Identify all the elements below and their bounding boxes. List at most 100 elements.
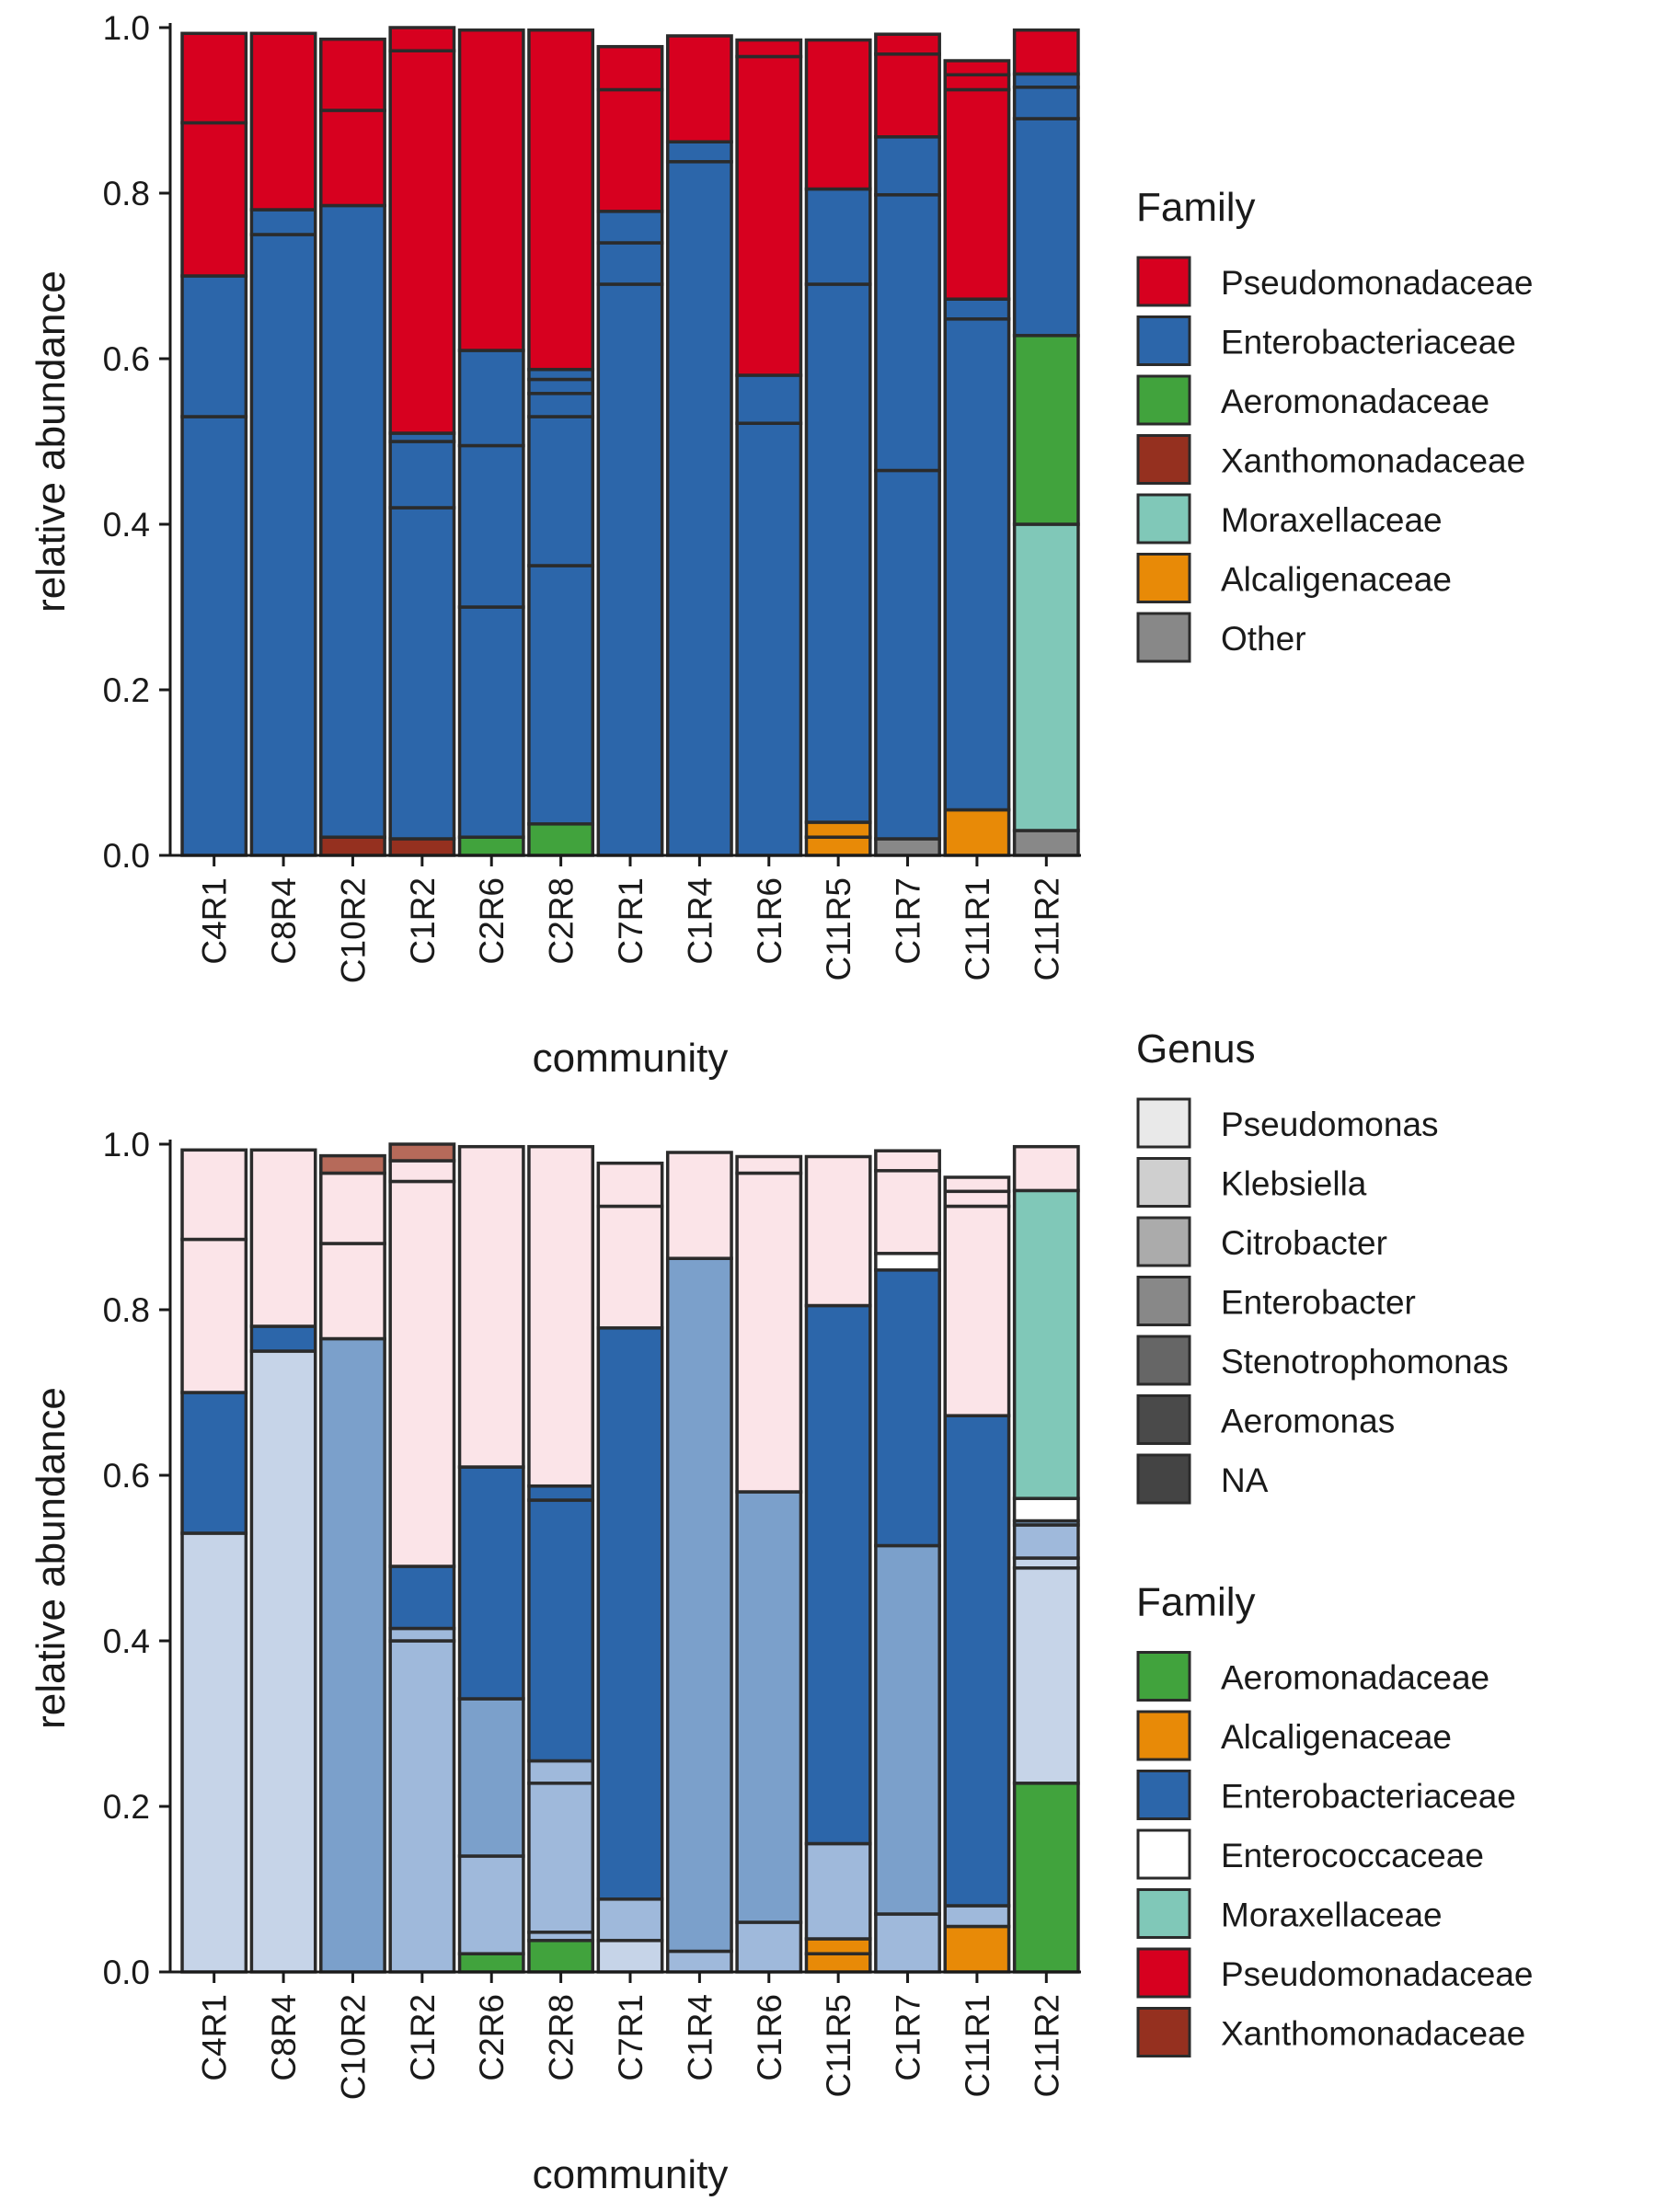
bar-stack-C1R7 <box>874 32 941 857</box>
bar-stack-C1R6 <box>735 38 803 857</box>
x-tick-label: C2R8 <box>543 1994 581 2081</box>
bar-segment <box>943 87 1011 301</box>
legend-label: Pseudomonadaceae <box>1221 264 1533 302</box>
bar-stack-C11R1 <box>943 59 1011 857</box>
legend-swatch <box>1136 1335 1191 1386</box>
bar-segment <box>1012 522 1080 832</box>
bar-segment <box>527 28 595 372</box>
bar-stack-C11R5 <box>804 1154 872 1974</box>
legend-swatch <box>1136 553 1191 603</box>
x-axis-title: community <box>533 2152 729 2197</box>
bar-segment <box>735 373 803 425</box>
bar-segment <box>804 1303 872 1846</box>
x-tick-label: C7R1 <box>612 877 650 965</box>
legend-label: Xanthomonadaceae <box>1221 2015 1525 2053</box>
bar-segment <box>180 31 248 125</box>
bar-segment <box>1012 829 1080 857</box>
bar-segment <box>180 274 248 418</box>
bar-segment <box>735 1154 803 1175</box>
bar-stack-C11R2 <box>1012 1144 1080 1974</box>
bar-segment <box>874 1268 941 1548</box>
top-panel-family: 0.0 0.2 0.4 0.6 0.8 1.0 C4R1 C8R4 C10R2 C1R2 C2R6 C… <box>29 9 1533 1081</box>
bar-stack-C2R8 <box>527 1144 595 1974</box>
y-tick-label: 0.6 <box>103 1457 150 1495</box>
x-tick-label: C1R2 <box>404 877 442 965</box>
bar-segment <box>319 203 386 839</box>
bar-segment <box>874 1543 941 1916</box>
legend-label: NA <box>1221 1461 1269 1499</box>
bar-segment <box>596 87 664 213</box>
bar-segment <box>943 317 1011 812</box>
y-tick-label: 0.0 <box>103 1954 150 1991</box>
bar-segment <box>180 120 248 278</box>
bar-segment <box>1012 72 1080 89</box>
bar-stack-C1R4 <box>665 34 733 857</box>
legend-title: Family <box>1136 185 1256 230</box>
legend-swatch <box>1136 612 1191 663</box>
bar-stack-C1R2 <box>388 1142 456 1974</box>
bar-segment <box>943 808 1011 857</box>
bar-segment <box>665 34 733 143</box>
bar-segment <box>943 1204 1011 1417</box>
bar-segment <box>1012 86 1080 120</box>
bar-segment <box>319 1171 386 1245</box>
bar-segment <box>596 1161 664 1209</box>
legend-label: Stenotrophomonas <box>1221 1343 1509 1381</box>
bar-segment <box>249 1148 317 1328</box>
bar-segment <box>943 1924 1011 1974</box>
legend-label: Pseudomonas <box>1221 1106 1439 1143</box>
legend-swatch <box>1136 1157 1191 1208</box>
legend-label: Xanthomonadaceae <box>1221 442 1525 480</box>
bar-segment <box>665 1256 733 1954</box>
bar-segment <box>319 109 386 208</box>
x-tick-label: C11R5 <box>820 1994 857 2097</box>
bar-segment <box>665 160 733 857</box>
legend-label: Klebsiella <box>1221 1165 1367 1203</box>
bar-stack-C1R6 <box>735 1154 803 1974</box>
x-tick-label: C2R6 <box>473 1994 511 2081</box>
bar-segment <box>457 1952 525 1974</box>
bar-segment <box>735 38 803 59</box>
bar-segment <box>388 26 456 52</box>
x-tick-label: C10R2 <box>335 1994 373 2100</box>
bar-stack-C10R2 <box>319 1153 386 1974</box>
bar-segment <box>388 1142 456 1163</box>
bar-segment <box>804 1937 872 1955</box>
bar-segment <box>388 1179 456 1568</box>
bar-segment <box>249 31 317 212</box>
legend-swatch <box>1136 1770 1191 1820</box>
x-tick-label: C8R4 <box>265 1994 303 2081</box>
bar-segment <box>874 32 941 56</box>
bar-segment <box>735 1490 803 1924</box>
legend-label: Enterobacteriaceae <box>1221 324 1516 361</box>
legend-swatch <box>1136 1453 1191 1505</box>
legend-title: Genus <box>1136 1026 1256 1072</box>
y-tick-label: 0.0 <box>103 837 150 875</box>
y-tick-label: 1.0 <box>103 1126 150 1163</box>
bar-segment <box>804 1841 872 1941</box>
x-tick-label: C10R2 <box>335 877 373 983</box>
bar-segment <box>180 1531 248 1974</box>
bar-segment <box>249 1349 317 1974</box>
legend-swatch <box>1136 1947 1191 1999</box>
bar-segment <box>943 1414 1011 1908</box>
bar-segment <box>527 377 595 395</box>
bar-segment <box>596 1939 664 1974</box>
legend-label: Pseudomonadaceae <box>1221 1955 1533 1993</box>
y-tick-label: 0.6 <box>103 340 150 378</box>
legend-label: Citrobacter <box>1221 1224 1387 1262</box>
bar-segment <box>457 443 525 609</box>
y-tick-label: 0.8 <box>103 1291 150 1329</box>
bar-segment <box>527 564 595 826</box>
bar-segment <box>457 605 525 839</box>
bar-segment <box>457 28 525 352</box>
bar-stack-C7R1 <box>596 1161 664 1974</box>
bar-segment <box>874 1169 941 1255</box>
x-tick-label: C1R2 <box>404 1994 442 2081</box>
bar-segment <box>665 140 733 164</box>
x-tick-label: C1R7 <box>890 877 927 965</box>
bar-segment <box>596 282 664 857</box>
legend-swatch <box>1136 315 1191 366</box>
